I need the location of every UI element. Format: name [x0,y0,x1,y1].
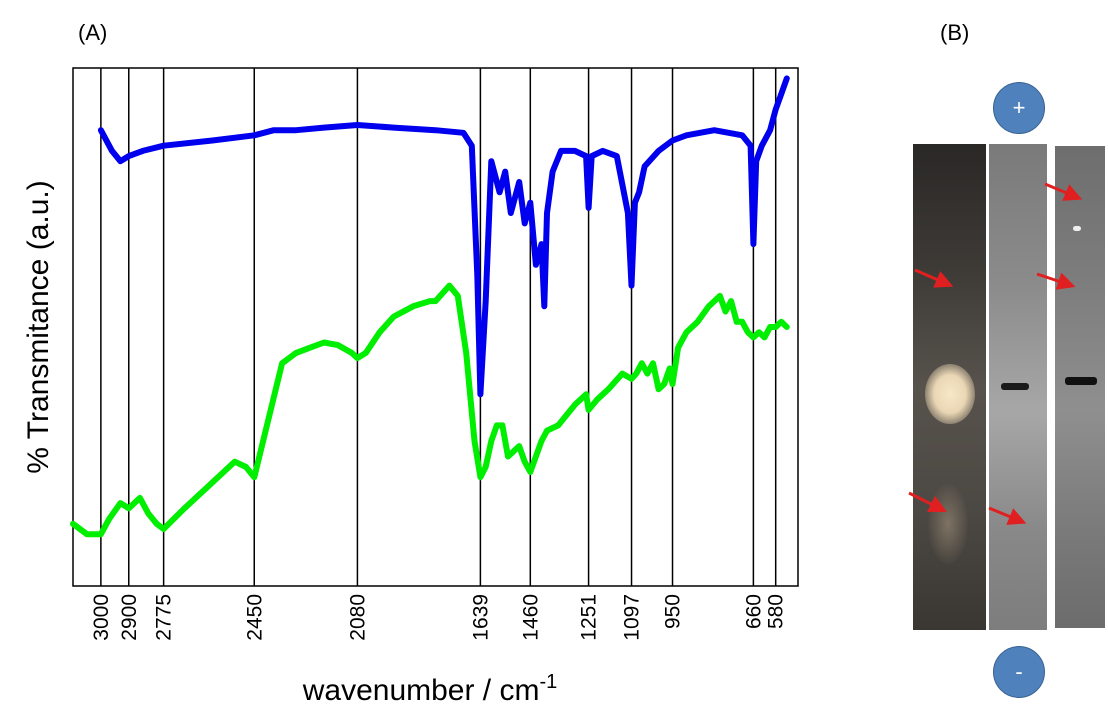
red-arrow-icon [1044,182,1083,201]
positive-electrode-label: + [1012,95,1026,120]
x-axis-title-superscript: -1 [539,671,557,693]
x-tick-label: 1251 [578,594,601,641]
gel-band-3 [1065,377,1097,385]
x-tick-label: 660 [742,594,765,629]
x-tick-label: 2775 [153,594,176,641]
panel-b-label: (B) [940,20,970,45]
panel-a-label: (A) [78,20,108,45]
x-axis-title-text: wavenumber / cm [302,674,540,707]
red-arrow-icon [908,491,948,513]
x-tick-label: 2900 [118,594,141,641]
ftir-chart: 3000 2900 2775 2450 2080 1639 1460 1251 1097 950 6… [22,67,799,707]
gel-lane-3 [1055,146,1105,628]
red-arrow-icon [914,268,954,288]
x-tick-label: 1460 [519,594,542,641]
x-axis-title: wavenumber / cm-1 [302,671,558,707]
arrow-markers [908,182,1083,525]
x-tick-label: 580 [765,594,788,629]
tick-labels: 3000 2900 2775 2450 2080 1639 1460 1251 1097 950 6… [90,594,788,641]
red-arrow-icon [988,506,1027,525]
negative-electrode-label: - [1015,659,1023,684]
x-tick-label: 1097 [621,594,644,641]
x-tick-label: 3000 [90,594,113,641]
gel-spot-1 [925,364,975,424]
positive-electrode-icon: + [993,82,1045,134]
negative-electrode-icon: - [993,646,1045,698]
green-spectrum-line [70,282,790,538]
gel-band-2 [1001,383,1029,390]
x-tick-label: 2080 [346,594,369,641]
x-tick-label: 1639 [469,594,492,641]
x-tick-label: 2450 [243,594,266,641]
x-tick-label: 950 [662,594,685,629]
series-group [70,75,790,538]
gel-lane-1 [913,144,986,630]
gel-dot-3 [1073,226,1081,231]
red-arrow-icon [1036,272,1076,290]
gel-lane-2 [989,144,1047,630]
electrophoresis-panel: + - [905,82,1105,708]
y-axis-title: % Transmitance (a.u.) [22,180,55,473]
blue-spectrum-line [97,75,790,398]
